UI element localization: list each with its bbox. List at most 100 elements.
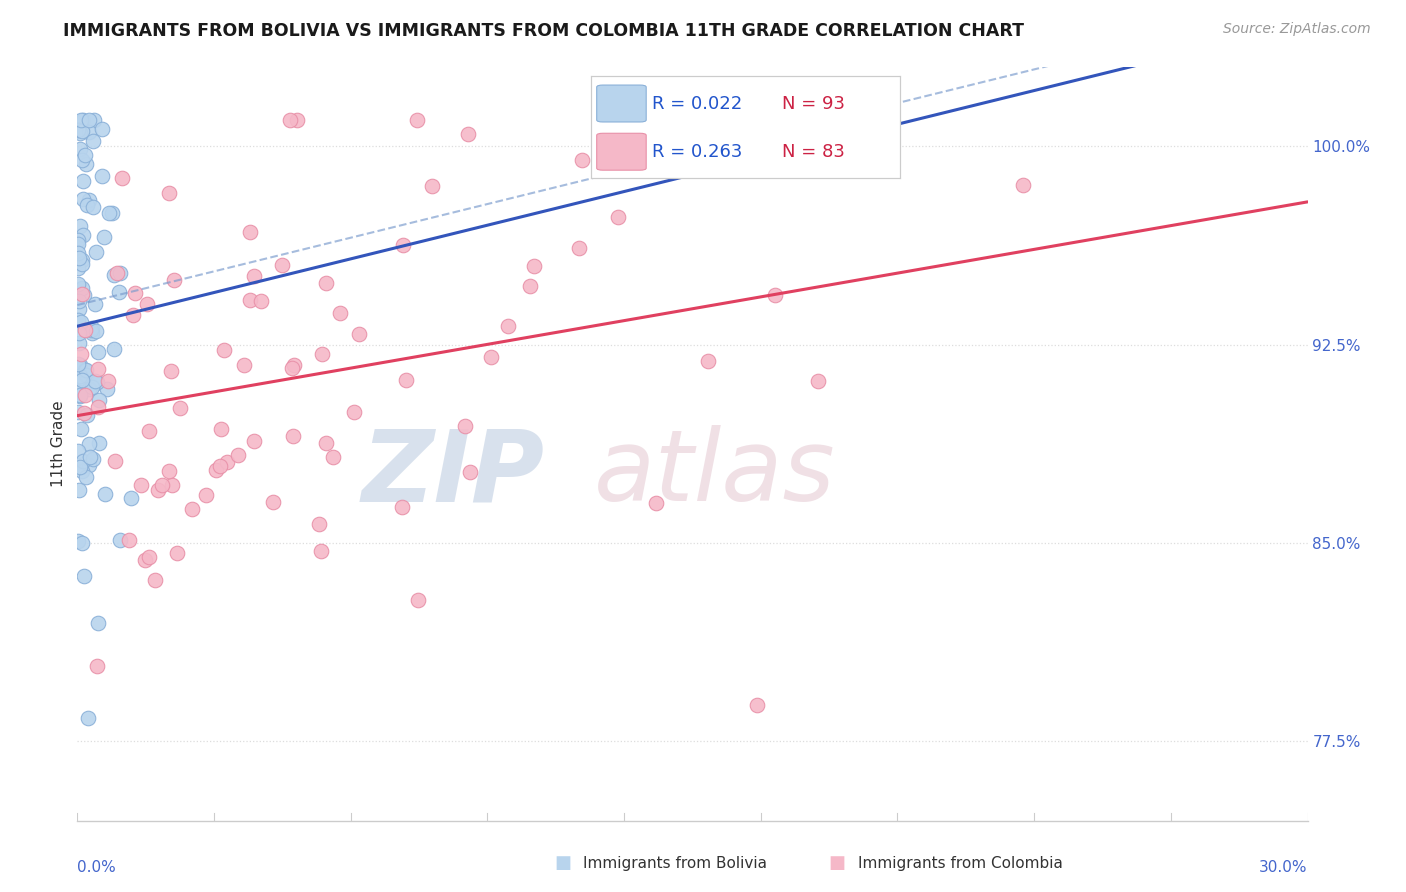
Point [763, 288, 786, 302]
Point [66, 405, 89, 419]
Point [67, 384, 90, 399]
Point [120, 491, 142, 505]
Point [66, 237, 89, 252]
Point [420, 178, 443, 193]
Point [73, 363, 96, 377]
Point [644, 496, 666, 510]
Point [391, 500, 413, 514]
Point [69, 389, 91, 403]
Point [67, 233, 90, 247]
Text: ■: ■ [828, 855, 845, 872]
Point [67, 443, 90, 458]
Point [630, 120, 652, 135]
Point [94, 487, 117, 501]
Point [406, 112, 429, 127]
Point [150, 478, 173, 492]
Point [194, 487, 217, 501]
Point [205, 463, 228, 477]
Point [77, 193, 100, 207]
Text: ■: ■ [554, 855, 571, 872]
Point [66, 123, 89, 137]
Point [73, 288, 96, 302]
Point [807, 374, 830, 388]
Point [67, 335, 90, 350]
Point [166, 546, 188, 560]
Point [82, 200, 104, 214]
Point [86, 616, 108, 631]
Point [101, 206, 124, 220]
Point [69, 358, 91, 372]
Point [110, 533, 132, 547]
Point [138, 549, 160, 564]
Point [315, 276, 337, 290]
Point [519, 278, 541, 293]
Point [67, 294, 90, 309]
Point [67, 251, 90, 265]
Point [86, 375, 108, 389]
Point [75, 368, 97, 382]
Point [89, 436, 111, 450]
Point [97, 374, 120, 388]
Point [281, 429, 304, 443]
Point [84, 375, 107, 389]
Point [138, 424, 160, 438]
Point [70, 315, 93, 329]
Point [69, 459, 91, 474]
Point [697, 354, 720, 368]
Point [70, 535, 93, 549]
Point [67, 326, 90, 340]
Point [69, 369, 91, 384]
Point [457, 127, 479, 141]
Point [90, 122, 112, 136]
Point [460, 466, 482, 480]
Point [69, 388, 91, 402]
Text: N = 93: N = 93 [782, 95, 845, 112]
Point [129, 477, 152, 491]
Point [67, 357, 90, 371]
Point [315, 435, 337, 450]
Point [73, 406, 96, 420]
Point [124, 285, 146, 300]
Text: R = 0.263: R = 0.263 [652, 143, 742, 161]
Point [66, 312, 89, 326]
Point [311, 544, 333, 558]
Point [496, 319, 519, 334]
Point [70, 124, 93, 138]
Point [82, 134, 104, 148]
Text: R = 0.022: R = 0.022 [652, 95, 742, 112]
Point [70, 463, 93, 477]
Point [209, 422, 232, 436]
Point [329, 306, 352, 320]
Point [75, 388, 97, 402]
Text: Immigrants from Bolivia: Immigrants from Bolivia [583, 856, 768, 871]
Point [111, 171, 134, 186]
Point [157, 186, 180, 200]
Point [69, 126, 91, 140]
Point [107, 285, 129, 299]
Point [745, 698, 768, 712]
Text: 0.0%: 0.0% [77, 860, 117, 875]
Point [86, 659, 108, 673]
Point [281, 360, 304, 375]
Point [69, 219, 91, 233]
Text: Source: ZipAtlas.com: Source: ZipAtlas.com [1223, 22, 1371, 37]
Point [239, 293, 262, 307]
Point [97, 206, 120, 220]
Point [160, 364, 183, 378]
Point [77, 711, 100, 725]
Point [70, 347, 93, 361]
Point [105, 266, 128, 280]
Point [347, 326, 370, 341]
Point [406, 593, 429, 607]
Point [77, 458, 100, 473]
Point [87, 345, 110, 359]
Point [322, 450, 344, 465]
Point [285, 112, 308, 127]
Point [70, 371, 93, 385]
Point [82, 320, 104, 334]
Point [77, 125, 100, 139]
Text: 30.0%: 30.0% [1260, 860, 1308, 875]
Point [67, 483, 90, 497]
Point [77, 437, 100, 451]
Point [72, 454, 94, 468]
